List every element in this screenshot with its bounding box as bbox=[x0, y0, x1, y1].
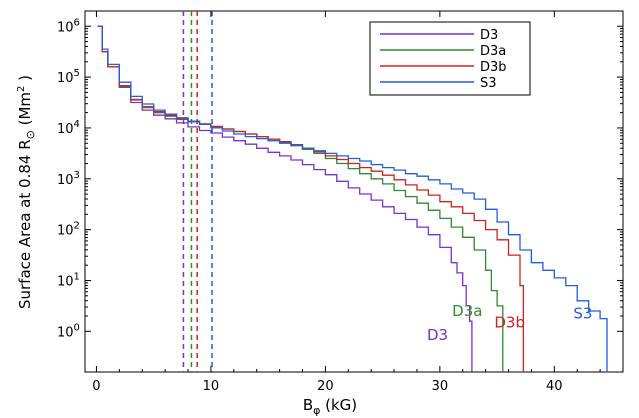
end-label-d3a: D3a bbox=[452, 302, 482, 320]
x-tick-label: 40 bbox=[546, 379, 563, 394]
series-line-s3 bbox=[97, 25, 608, 372]
series-lines bbox=[97, 25, 608, 372]
legend-label-d3a: D3a bbox=[480, 44, 506, 59]
legend-label-d3b: D3b bbox=[480, 60, 507, 75]
end-label-s3: S3 bbox=[573, 305, 592, 323]
x-tick-label: 30 bbox=[432, 379, 449, 394]
x-tick-label: 20 bbox=[317, 379, 334, 394]
threshold-lines bbox=[182, 11, 213, 372]
y-tick-label: 100 bbox=[57, 322, 80, 340]
y-tick-label: 102 bbox=[57, 221, 80, 239]
y-tick-label: 101 bbox=[57, 271, 80, 289]
x-tick-label: 10 bbox=[203, 379, 220, 394]
series-line-d3a bbox=[97, 25, 504, 372]
legend-label-s3: S3 bbox=[480, 76, 497, 91]
y-tick-label: 105 bbox=[57, 68, 80, 86]
x-axis: 0 10 20 30 40 bbox=[92, 11, 601, 394]
y-tick-label: 106 bbox=[57, 17, 80, 35]
x-axis-label: Bφ (kG) bbox=[303, 396, 357, 417]
x-tick-label: 0 bbox=[92, 379, 100, 394]
legend-label-d3: D3 bbox=[480, 28, 498, 43]
end-label-d3b: D3b bbox=[494, 313, 525, 331]
y-axis-label: Surface Area at 0.84 R⊙ (Mm2 ) bbox=[16, 75, 37, 309]
series-line-d3 bbox=[97, 25, 473, 372]
end-label-d3: D3 bbox=[427, 326, 448, 344]
y-tick-label: 103 bbox=[57, 170, 80, 188]
y-tick-label: 104 bbox=[57, 119, 80, 137]
y-axis: 100 101 102 103 104 105 106 bbox=[57, 17, 623, 340]
plot-area bbox=[84, 10, 624, 373]
